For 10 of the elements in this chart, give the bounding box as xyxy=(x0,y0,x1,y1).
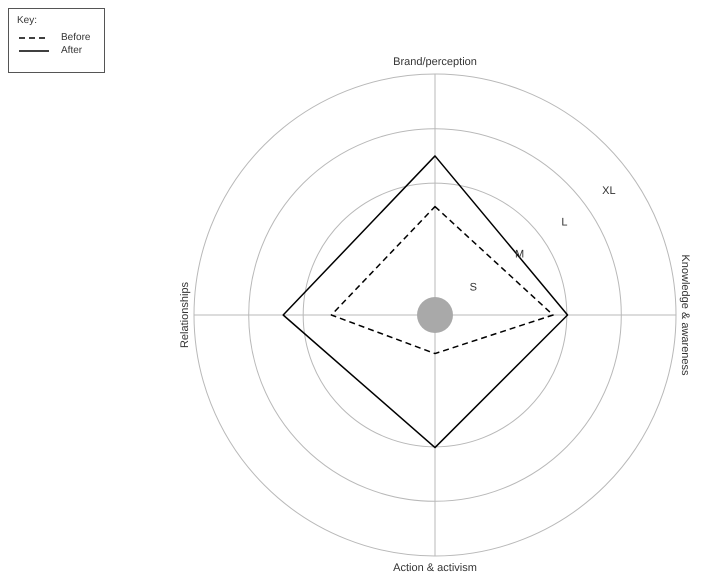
legend-label: Before xyxy=(61,32,90,43)
text: XL xyxy=(602,184,616,197)
spoke-label: Knowledge & awareness xyxy=(678,254,691,376)
spoke-label: Action & activism xyxy=(393,562,477,574)
text: S xyxy=(470,282,478,294)
spoke-label: Brand/perception xyxy=(393,56,477,68)
legend-title: Key: xyxy=(17,15,38,26)
spoke-label: Relationships xyxy=(179,281,192,348)
legend-label: After xyxy=(61,45,82,56)
text: L xyxy=(561,216,568,229)
